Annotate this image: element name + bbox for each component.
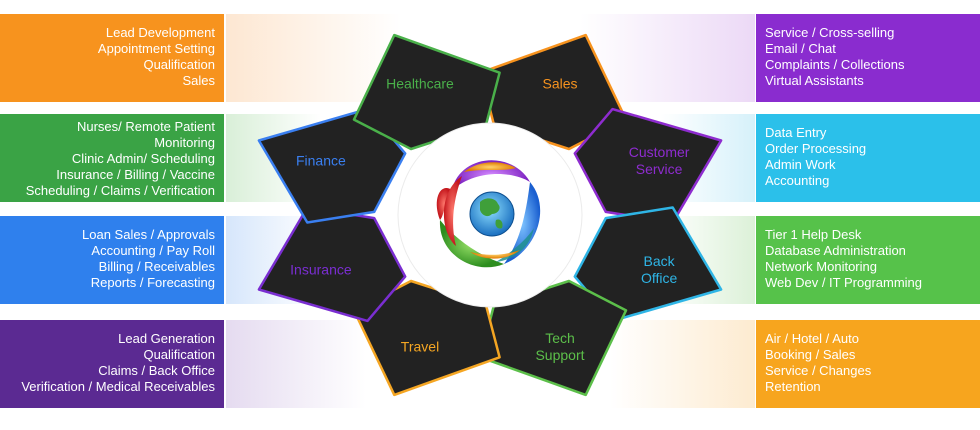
globe-logo-icon bbox=[436, 160, 541, 268]
segment-label-line: Service bbox=[636, 161, 683, 177]
service-item: Admin Work bbox=[765, 157, 836, 172]
insurance-services-box: Lead Generation Qualification Claims / B… bbox=[0, 320, 224, 408]
service-item: Web Dev / IT Programming bbox=[765, 275, 923, 290]
finance-services-box: Loan Sales / Approvals Accounting / Pay … bbox=[0, 216, 224, 304]
segment-insurance bbox=[257, 206, 407, 323]
travel-services-box: Air / Hotel / Auto Booking / Sales Servi… bbox=[756, 320, 980, 408]
segment-finance bbox=[257, 107, 407, 224]
segment-label-line: Office bbox=[641, 270, 678, 286]
service-item: Clinic Admin/ Scheduling bbox=[71, 151, 215, 166]
service-item: Qualification bbox=[143, 57, 215, 72]
service-item: Air / Hotel / Auto bbox=[765, 331, 859, 346]
service-item: Order Processing bbox=[765, 141, 867, 156]
service-item: Loan Sales / Approvals bbox=[82, 227, 215, 242]
service-item: Accounting / Pay Roll bbox=[91, 243, 215, 258]
segment-label-line: Customer bbox=[629, 144, 690, 160]
segment-label-healthcare: Healthcare bbox=[386, 75, 454, 91]
service-item: Nurses/ Remote Patient bbox=[76, 119, 215, 134]
service-item: Email / Chat bbox=[765, 41, 836, 56]
segment-label-insurance: Insurance bbox=[290, 262, 352, 278]
segment-label-line: Tech bbox=[545, 330, 575, 346]
segment-customer-service bbox=[573, 107, 723, 224]
back-office-services-box: Data Entry Order Processing Admin Work A… bbox=[756, 114, 980, 202]
segment-label-back-office: Back Office bbox=[641, 253, 678, 286]
service-item: Monitoring bbox=[154, 135, 215, 150]
service-item: Scheduling / Claims / Verification bbox=[25, 183, 215, 198]
insurance-fade-band bbox=[226, 320, 366, 408]
segment-label-line: Healthcare bbox=[386, 75, 454, 91]
segment-label-line: Travel bbox=[401, 339, 439, 355]
service-item: Appointment Setting bbox=[97, 41, 215, 56]
service-item: Billing / Receivables bbox=[98, 259, 215, 274]
segment-label-travel: Travel bbox=[401, 339, 439, 355]
service-item: Accounting bbox=[765, 173, 830, 188]
segment-label-line: Finance bbox=[296, 153, 346, 169]
service-item: Verification / Medical Receivables bbox=[21, 379, 215, 394]
service-item: Reports / Forecasting bbox=[90, 275, 215, 290]
service-item: Complaints / Collections bbox=[765, 57, 905, 72]
service-item: Sales bbox=[182, 73, 215, 88]
travel-fade-band bbox=[610, 320, 755, 408]
segment-back-office bbox=[573, 206, 723, 323]
segment-label-tech-support: Tech Support bbox=[535, 330, 584, 363]
service-item: Network Monitoring bbox=[765, 259, 877, 274]
service-item: Booking / Sales bbox=[765, 347, 856, 362]
service-item: Database Administration bbox=[765, 243, 906, 258]
service-item: Lead Development bbox=[105, 25, 215, 40]
service-item: Lead Generation bbox=[118, 331, 215, 346]
service-item: Service / Cross-selling bbox=[765, 25, 895, 40]
service-item: Data Entry bbox=[765, 125, 827, 140]
segment-label-line: Insurance bbox=[290, 262, 352, 278]
service-item: Tier 1 Help Desk bbox=[765, 227, 862, 242]
segment-label-finance: Finance bbox=[296, 153, 346, 169]
service-item: Virtual Assistants bbox=[765, 73, 864, 88]
service-item: Service / Changes bbox=[765, 363, 872, 378]
service-item: Qualification bbox=[143, 347, 215, 362]
sales-services-box: Lead Development Appointment Setting Qua… bbox=[0, 14, 224, 102]
segment-label-line: Support bbox=[535, 347, 584, 363]
tech-support-services-box: Tier 1 Help Desk Database Administration… bbox=[756, 216, 980, 304]
segment-label-customer-service: Customer Service bbox=[629, 144, 690, 177]
segment-label-sales: Sales bbox=[542, 75, 577, 91]
service-item: Insurance / Billing / Vaccine bbox=[56, 167, 215, 182]
segment-label-line: Back bbox=[644, 253, 676, 269]
service-item: Retention bbox=[765, 379, 821, 394]
segment-travel bbox=[352, 279, 501, 397]
service-item: Claims / Back Office bbox=[98, 363, 215, 378]
customer-service-services-box: Service / Cross-selling Email / Chat Com… bbox=[756, 14, 980, 102]
healthcare-services-box: Nurses/ Remote Patient Monitoring Clinic… bbox=[0, 114, 224, 202]
segment-label-line: Sales bbox=[542, 75, 577, 91]
